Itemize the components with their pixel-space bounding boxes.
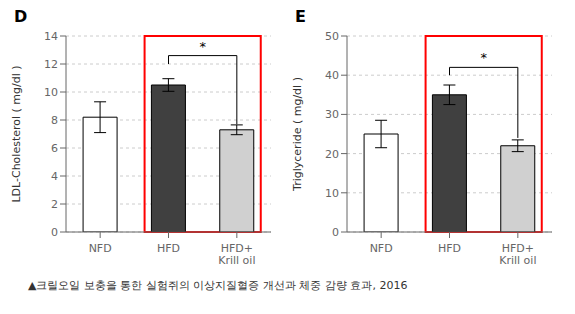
svg-text:0: 0 [332, 226, 339, 239]
svg-text:10: 10 [44, 86, 58, 99]
html-text:E: E [295, 7, 306, 26]
svg-text:NFD: NFD [370, 242, 393, 255]
svg-text:HFD+Krill oil: HFD+Krill oil [218, 242, 255, 267]
svg-text:50: 50 [325, 30, 339, 43]
svg-text:HFD: HFD [157, 242, 180, 255]
svg-text:*: * [480, 50, 487, 65]
html-text:▲크릴오일 보충을 통한 실험쥐의 이상지질혈증 개선과 체: ▲크릴오일 보충을 통한 실험쥐의 이상지질혈증 개선과 체중 감량 효과, 2… [28, 279, 408, 292]
svg-text:*: * [199, 39, 206, 54]
svg-text:6: 6 [51, 142, 58, 155]
svg-text:HFD: HFD [438, 242, 461, 255]
svg-text:12: 12 [44, 58, 58, 71]
svg-text:Triglyceride ( mg/dl ): Triglyceride ( mg/dl ) [291, 77, 304, 192]
svg-text:4: 4 [51, 170, 58, 183]
svg-text:20: 20 [325, 148, 339, 161]
svg-text:NFD: NFD [89, 242, 112, 255]
svg-text:8: 8 [51, 114, 58, 127]
svg-text:2: 2 [51, 198, 58, 211]
svg-text:10: 10 [325, 187, 339, 200]
svg-text:14: 14 [44, 30, 58, 43]
svg-text:30: 30 [325, 108, 339, 121]
svg-text:LDL-Cholesterol ( mg/dl ): LDL-Cholesterol ( mg/dl ) [10, 65, 23, 202]
svg-text:HFD+Krill oil: HFD+Krill oil [499, 242, 536, 267]
svg-text:0: 0 [51, 226, 58, 239]
html-text:D: D [14, 7, 28, 26]
svg-text:40: 40 [325, 69, 339, 82]
